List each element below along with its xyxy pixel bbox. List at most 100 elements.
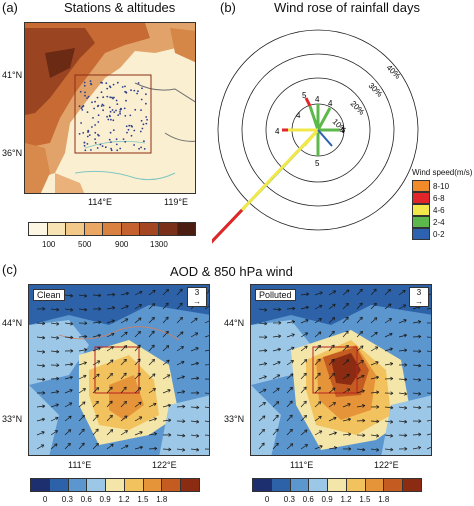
wind-vector xyxy=(204,420,209,422)
wind-vector-head xyxy=(111,319,115,323)
colorbar-swatch xyxy=(158,223,178,235)
wind-vector xyxy=(328,417,337,422)
wind-vector xyxy=(370,331,378,338)
wind-vector-head xyxy=(56,307,60,312)
station-dot xyxy=(116,103,119,105)
wind-vector-head xyxy=(84,307,88,312)
wind-vector xyxy=(328,330,335,338)
wind-vector-head xyxy=(332,303,336,308)
wind-vector-head xyxy=(390,447,394,452)
wind-vector xyxy=(300,293,309,296)
wind-vector-head xyxy=(137,387,142,391)
colorbar-swatch xyxy=(162,479,182,491)
wind-vector-head xyxy=(179,288,183,292)
wind-legend-swatch xyxy=(412,180,430,192)
station-dot xyxy=(105,82,108,85)
reference-vector-label: 3 xyxy=(194,288,200,297)
wind-vector xyxy=(286,321,295,324)
colorbar-tick-label: 1.2 xyxy=(340,495,352,504)
wind-vector xyxy=(384,378,394,380)
station-dot xyxy=(84,149,87,152)
station-dot xyxy=(100,91,103,94)
wind-vector xyxy=(36,444,45,450)
colorbar-tick-label: 1.8 xyxy=(156,495,168,504)
wind-vector-head xyxy=(55,416,59,421)
wind-vector xyxy=(36,378,46,380)
wind-vector xyxy=(286,443,294,450)
colorbar-tick-label: 0 xyxy=(264,495,270,504)
wind-vector-head xyxy=(262,415,266,419)
wind-vector-head xyxy=(390,391,394,396)
wind-vector-head xyxy=(289,414,293,419)
wind-vector xyxy=(148,330,155,338)
panel-c-lon-label: 122°E xyxy=(152,460,177,470)
wind-vector xyxy=(120,430,128,436)
wind-vector xyxy=(426,308,431,310)
wind-vector xyxy=(342,403,351,408)
wind-vector xyxy=(412,406,422,409)
station-dot xyxy=(99,143,102,146)
wind-vector xyxy=(300,444,308,450)
wind-vector xyxy=(106,414,113,422)
wind-vector-head xyxy=(374,331,378,336)
colorbar-swatch xyxy=(87,479,107,491)
colorbar-swatch xyxy=(143,479,163,491)
wind-vector xyxy=(384,333,393,338)
station-dot xyxy=(108,114,111,117)
wind-vector xyxy=(190,317,198,324)
wind-vector-head xyxy=(345,302,349,307)
altitude-map-graphic xyxy=(25,23,195,193)
wind-legend-item: 8-10 xyxy=(412,180,449,192)
colorbar-swatch xyxy=(103,223,122,235)
wind-vector-head xyxy=(331,372,335,377)
wind-vector-head xyxy=(42,404,46,409)
ring-20 xyxy=(265,77,371,183)
wind-legend-label: 0-2 xyxy=(433,229,445,239)
wind-vector xyxy=(398,392,407,395)
wind-vector xyxy=(64,363,73,366)
wind-vector xyxy=(134,372,141,380)
wind-vector xyxy=(314,430,323,436)
wind-vector xyxy=(92,443,99,450)
wind-vector-head xyxy=(317,344,321,349)
colorbar-tick-label: 0.6 xyxy=(80,495,92,504)
station-dot xyxy=(97,133,99,136)
wind-vector-head xyxy=(333,416,337,421)
wind-vector xyxy=(64,402,73,408)
wind-vector xyxy=(356,288,363,296)
station-dot xyxy=(108,85,111,88)
wind-vector-head xyxy=(304,444,308,448)
wind-vector xyxy=(426,433,431,436)
wind-vector xyxy=(50,404,59,408)
panel-a-lon-label: 114°E xyxy=(88,197,112,207)
wind-vector xyxy=(176,406,186,408)
wind-vector-head xyxy=(41,431,45,435)
station-dot xyxy=(136,92,138,95)
wind-vector-head xyxy=(209,319,210,322)
wind-vector xyxy=(50,391,59,394)
wind-vector-head xyxy=(152,388,156,392)
wind-vector-head xyxy=(290,360,294,364)
wind-vector-head xyxy=(123,358,127,363)
wind-vector-head xyxy=(152,289,156,294)
station-dot xyxy=(89,82,92,85)
wind-vector xyxy=(92,373,100,380)
wind-vector-head xyxy=(289,428,293,433)
wind-vector-head xyxy=(95,428,99,433)
wind-vector xyxy=(134,387,142,394)
wind-vector-head xyxy=(359,302,363,306)
station-dot xyxy=(83,141,86,144)
wind-vector-head xyxy=(123,386,127,391)
wind-vector xyxy=(356,420,366,422)
ring-label: 20% xyxy=(349,99,367,117)
wind-vector xyxy=(328,432,337,436)
wind-vector-head xyxy=(402,289,406,294)
wind-vector-head xyxy=(41,417,45,422)
wind-vector xyxy=(64,322,73,325)
wind-vector xyxy=(176,302,183,310)
wind-vector xyxy=(64,429,72,436)
wind-vector xyxy=(50,378,60,380)
panel-a-lat-label: 36°N xyxy=(2,148,23,158)
wind-vector xyxy=(356,375,365,380)
station-dot xyxy=(140,146,142,149)
